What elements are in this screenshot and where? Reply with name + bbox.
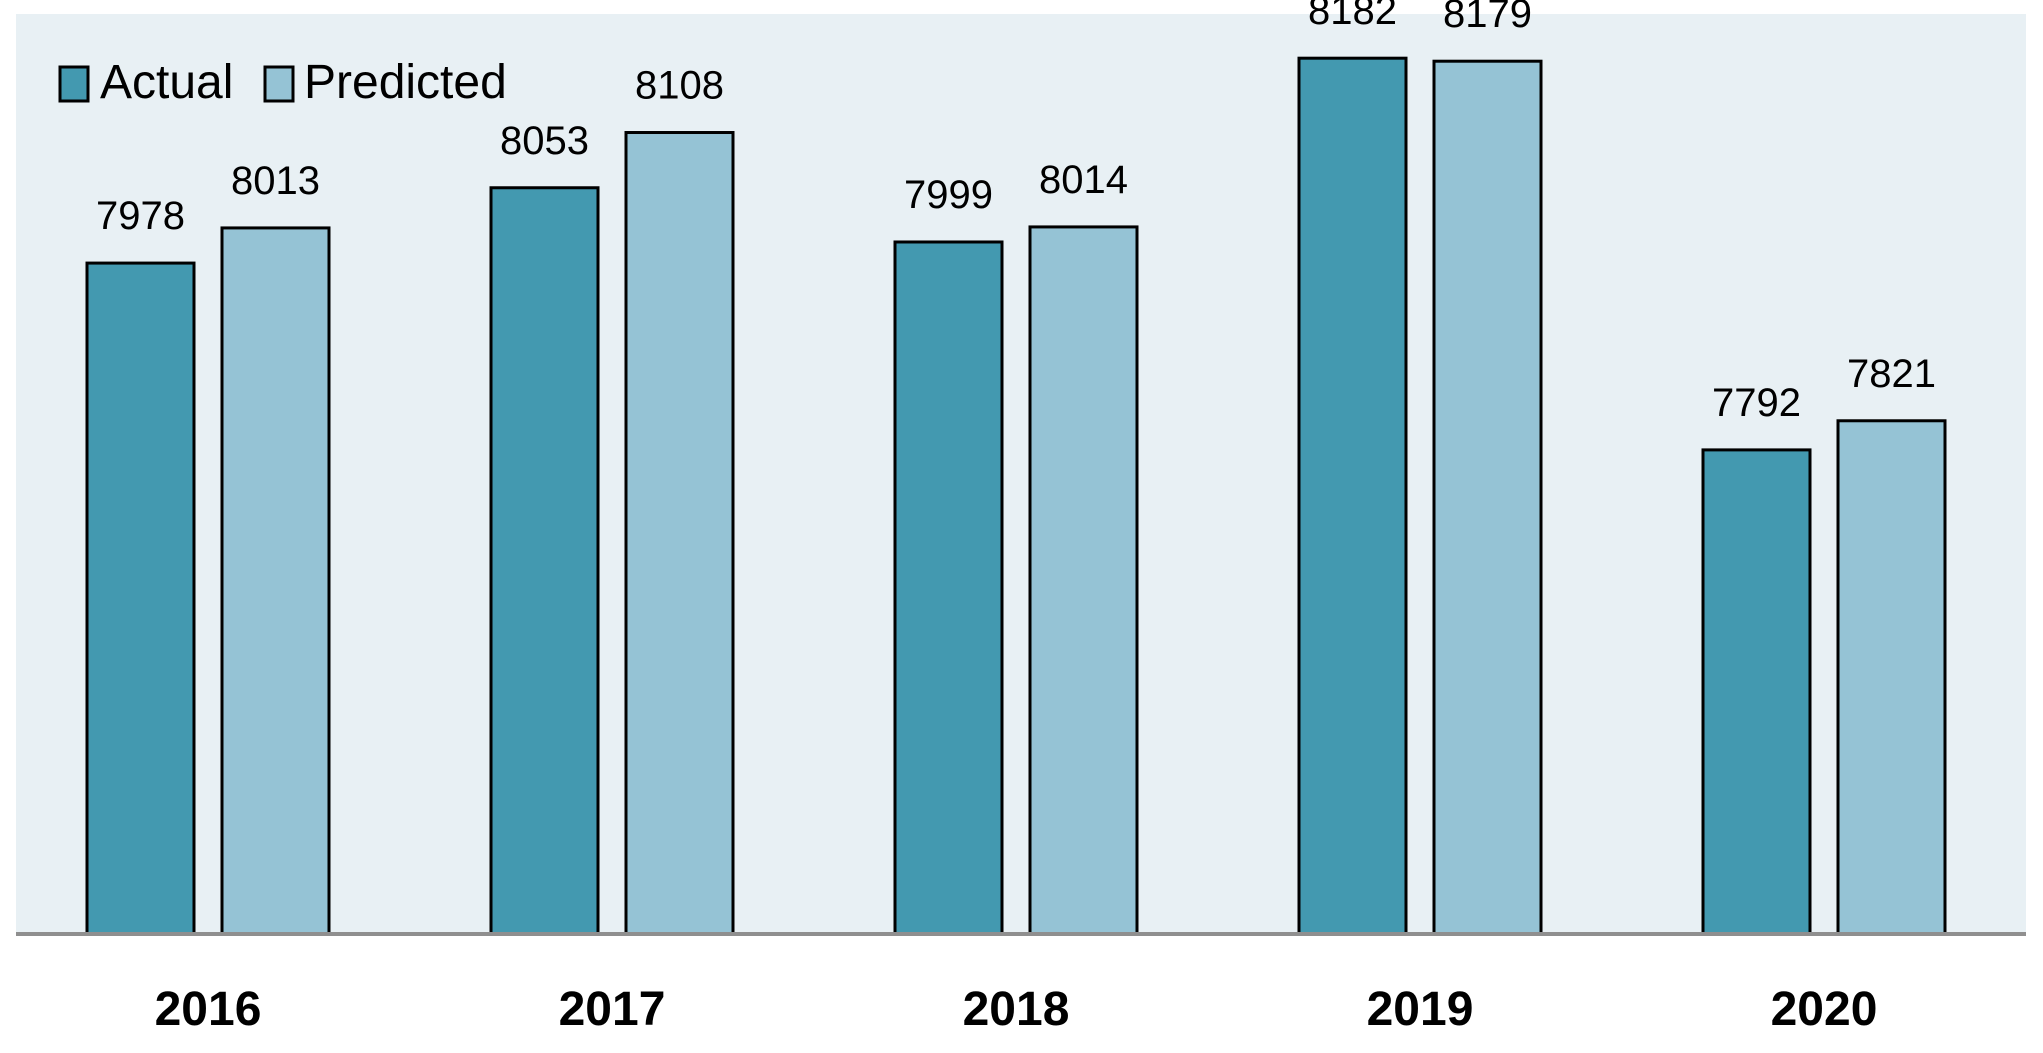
bar-predicted-2019: [1432, 59, 1543, 936]
legend-label-actual: Actual: [100, 56, 233, 109]
value-label-actual-2016: 7978: [96, 194, 185, 238]
value-label-predicted-2016: 8013: [231, 159, 320, 203]
x-tick-label-2018: 2018: [963, 983, 1070, 1036]
legend-swatch-actual: [58, 65, 90, 103]
x-tick-label-2016: 2016: [155, 983, 262, 1036]
value-label-actual-2019: 8182: [1308, 0, 1397, 33]
value-label-predicted-2017: 8108: [635, 64, 724, 108]
bar-actual-2018: [893, 240, 1004, 936]
legend-label-predicted: Predicted: [304, 56, 507, 109]
value-label-predicted-2018: 8014: [1039, 158, 1128, 202]
bar-actual-2019: [1297, 56, 1408, 936]
bar-predicted-2018: [1028, 225, 1139, 936]
bar-actual-2016: [85, 261, 196, 936]
legend-swatch-predicted: [263, 65, 295, 103]
value-label-predicted-2019: 8179: [1443, 0, 1532, 36]
value-label-actual-2020: 7792: [1712, 381, 1801, 425]
bar-predicted-2020: [1836, 419, 1947, 936]
bar-actual-2017: [489, 186, 600, 936]
bars-group: [85, 56, 1947, 936]
value-label-predicted-2020: 7821: [1847, 352, 1936, 396]
legend: Actual Predicted: [58, 56, 507, 109]
x-axis-tick-labels: 2016 2017 2018 2019 2020: [155, 983, 1878, 1036]
plot-background: [16, 14, 2026, 934]
value-labels-group: 7978 8013 8053 8108 7999 8014 8182 8179 7792 7821: [96, 0, 1936, 425]
x-tick-label-2020: 2020: [1771, 983, 1878, 1036]
bar-actual-2020: [1701, 448, 1812, 936]
value-label-actual-2018: 7999: [904, 173, 993, 217]
value-label-actual-2017: 8053: [500, 119, 589, 163]
bar-predicted-2016: [220, 226, 331, 936]
x-tick-label-2019: 2019: [1367, 983, 1474, 1036]
x-tick-label-2017: 2017: [559, 983, 666, 1036]
bar-predicted-2017: [624, 131, 735, 936]
